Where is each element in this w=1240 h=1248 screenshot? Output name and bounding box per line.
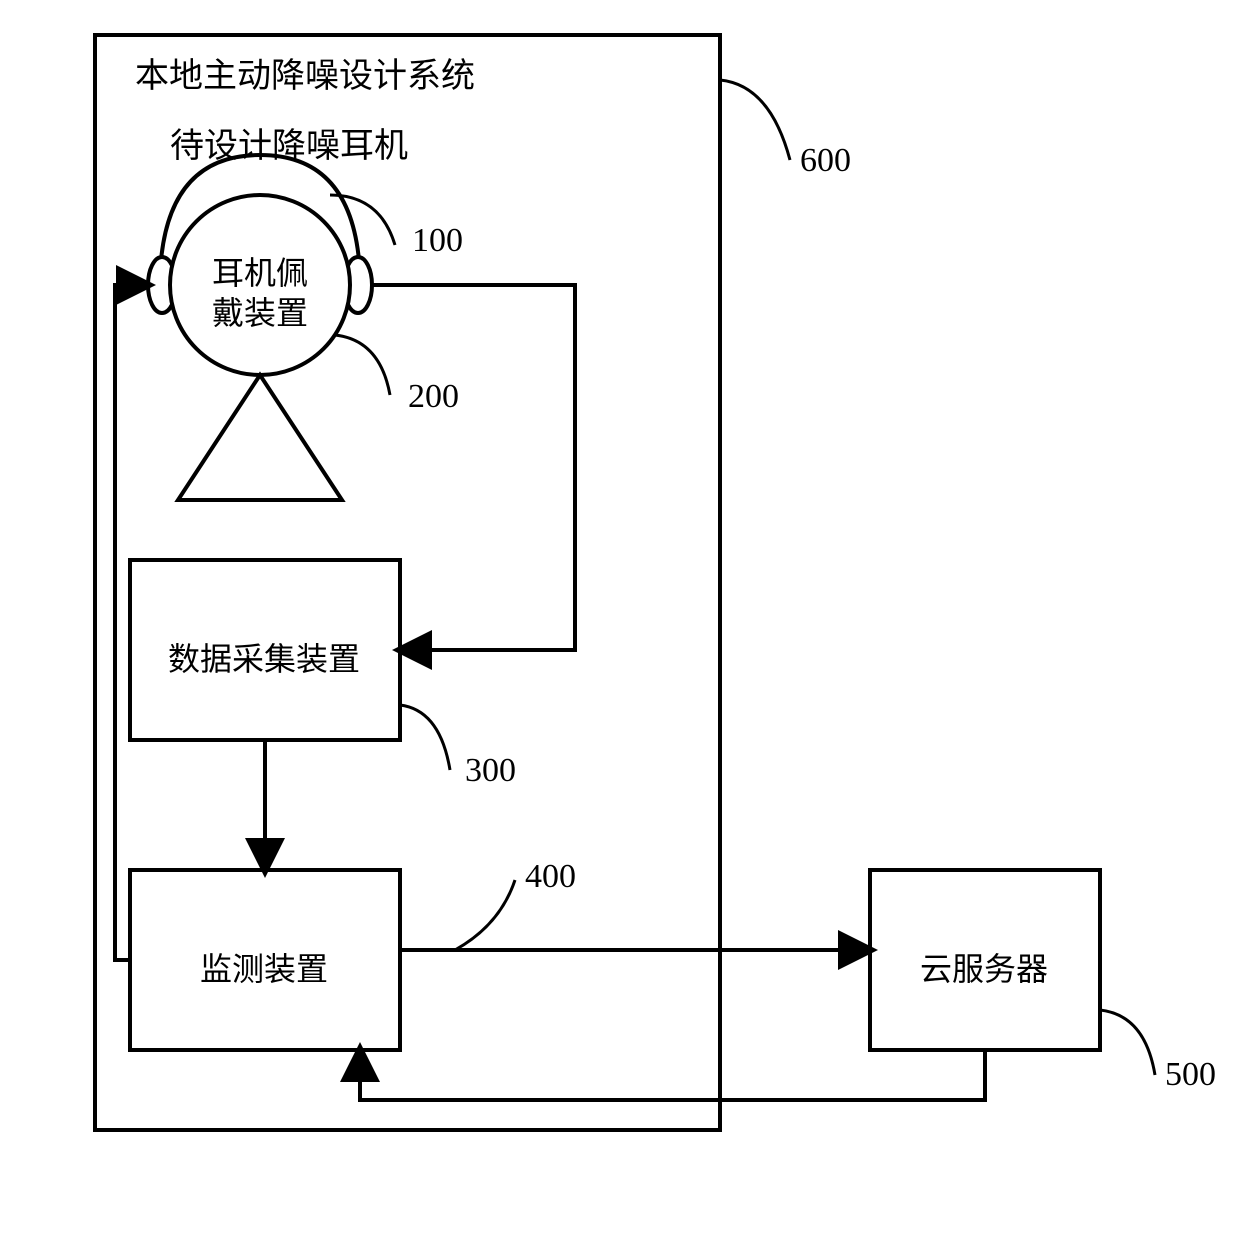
ref-num-500: 500 xyxy=(1165,1056,1216,1094)
ref-num-100: 100 xyxy=(412,222,463,260)
ref-leader-500 xyxy=(1100,1010,1155,1075)
subtitle-headphone: 待设计降噪耳机 xyxy=(170,118,408,167)
edge-cloud-to-monitoring xyxy=(360,1050,985,1100)
system-diagram xyxy=(0,0,1240,1248)
ref-leader-100 xyxy=(330,195,395,245)
wearing-device-label-line2: 戴装置 xyxy=(212,288,308,334)
cloud-server-label: 云服务器 xyxy=(920,944,1048,990)
ref-leader-200 xyxy=(335,335,390,395)
ref-num-600: 600 xyxy=(800,142,851,180)
ref-leader-600 xyxy=(720,80,790,160)
edge-headphone-to-data xyxy=(372,285,575,650)
ref-num-200: 200 xyxy=(408,378,459,416)
monitoring-label: 监测装置 xyxy=(200,944,328,990)
ref-num-300: 300 xyxy=(465,752,516,790)
ref-leader-300 xyxy=(400,705,450,770)
data-acquisition-label: 数据采集装置 xyxy=(168,634,360,680)
ref-leader-400 xyxy=(455,880,515,950)
system-title: 本地主动降噪设计系统 xyxy=(135,48,475,97)
ref-num-400: 400 xyxy=(525,858,576,896)
